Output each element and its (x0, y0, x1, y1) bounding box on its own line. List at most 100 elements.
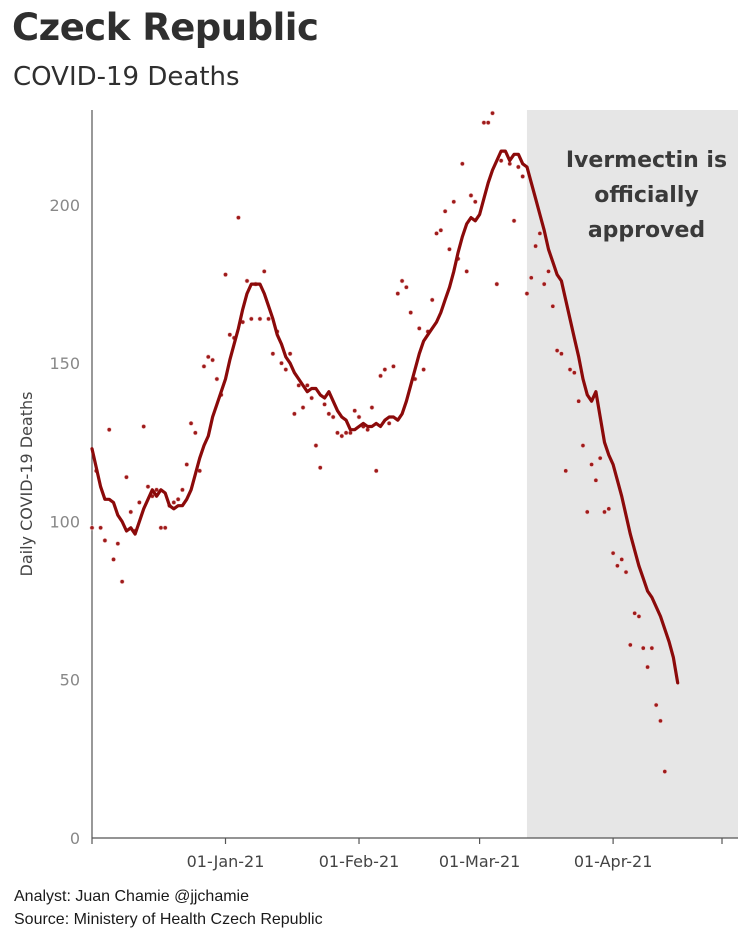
data-point (606, 506, 612, 512)
data-point (645, 664, 650, 670)
data-point (571, 370, 577, 376)
data-point (136, 500, 142, 505)
data-point (210, 357, 215, 363)
data-point (597, 455, 603, 461)
data-point (111, 557, 116, 562)
data-point (180, 487, 185, 493)
y-tick-label: 100 (49, 512, 80, 531)
data-point (300, 405, 306, 410)
data-point (533, 243, 538, 249)
annotation-line: Ivermectin is (566, 148, 727, 173)
data-points (89, 110, 668, 774)
y-axis-label: Daily COVID-19 Deaths (17, 392, 36, 577)
data-point (98, 525, 104, 531)
data-point (408, 310, 414, 315)
data-point (515, 164, 521, 170)
x-tick-label: 01-Feb-21 (319, 852, 400, 871)
data-point (330, 414, 336, 420)
data-point (335, 430, 340, 436)
data-point (653, 702, 659, 708)
data-point (214, 376, 220, 382)
data-point (563, 468, 569, 474)
data-point (485, 120, 491, 126)
data-point (175, 496, 181, 502)
data-point (481, 120, 487, 126)
data-point (459, 161, 465, 167)
y-tick-label: 0 (70, 829, 80, 848)
data-point (593, 477, 599, 483)
data-point (365, 427, 371, 433)
shaded-region (526, 110, 738, 838)
data-point (184, 462, 190, 467)
data-point (632, 610, 638, 616)
data-point (378, 373, 383, 379)
data-point (447, 246, 452, 252)
data-point (270, 351, 276, 357)
data-point (395, 291, 401, 296)
data-point (649, 645, 655, 651)
data-point (520, 174, 526, 179)
data-point (244, 278, 250, 284)
data-point (442, 208, 448, 214)
series-line (90, 149, 680, 685)
data-point (524, 291, 530, 296)
x-axis-ticks: 01-Jan-21 01-Feb-21 01-Mar-21 01-Apr-21 (91, 838, 723, 871)
data-point (602, 509, 607, 515)
data-point (610, 550, 616, 556)
data-point (89, 525, 95, 531)
data-point (347, 430, 353, 436)
data-point (322, 401, 327, 407)
data-point (490, 110, 495, 116)
data-point (399, 278, 405, 284)
data-point (192, 430, 198, 436)
data-point (567, 367, 573, 372)
data-point (550, 303, 556, 309)
data-point (154, 487, 159, 493)
chart-subtitle: COVID-19 Deaths (13, 62, 240, 92)
data-point (158, 525, 164, 531)
data-point (627, 642, 633, 648)
data-point (662, 769, 668, 774)
data-point (464, 269, 470, 274)
data-point (541, 281, 547, 287)
data-point (283, 367, 289, 372)
data-point (511, 218, 517, 224)
analyst-credit: Analyst: Juan Chamie @jjchamie (14, 888, 250, 905)
data-point (382, 367, 388, 372)
data-point (373, 468, 379, 474)
data-point (236, 215, 241, 221)
data-point (391, 363, 396, 369)
data-point (434, 231, 439, 236)
data-point (296, 382, 302, 388)
data-point (227, 332, 233, 338)
annotation-line: approved (588, 218, 705, 243)
data-point (472, 199, 478, 205)
data-point (554, 348, 560, 353)
data-point (223, 272, 228, 277)
data-point (317, 465, 323, 471)
data-point (141, 424, 147, 429)
source-credit: Source: Ministery of Health Czech Republ… (14, 911, 323, 928)
data-point (115, 541, 121, 547)
chart-title: Czeck Republic (12, 6, 319, 49)
data-point (584, 509, 590, 515)
data-point (559, 351, 564, 357)
data-point (102, 538, 108, 543)
y-tick-label: 150 (49, 354, 80, 373)
data-point (451, 199, 457, 205)
data-point (429, 297, 435, 303)
y-tick-label: 50 (60, 671, 80, 690)
data-point (261, 269, 267, 274)
data-point (266, 316, 271, 322)
data-point (438, 227, 444, 233)
data-point (640, 645, 646, 651)
data-point (326, 411, 332, 417)
data-point (106, 427, 112, 433)
data-point (537, 231, 543, 236)
data-point (309, 395, 315, 401)
data-point (205, 354, 211, 360)
data-point (615, 563, 620, 569)
data-point (369, 405, 375, 410)
data-point (162, 525, 168, 531)
shaded-region-label: Ivermectin is officially approved (566, 148, 727, 243)
